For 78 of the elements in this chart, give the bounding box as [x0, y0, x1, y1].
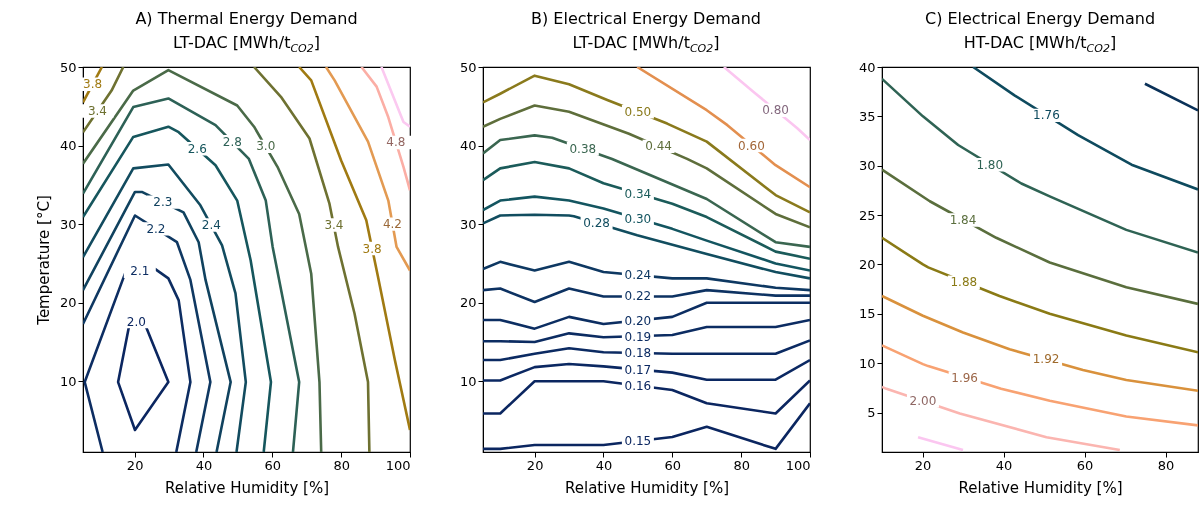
y-tick-label: 30 [459, 216, 476, 232]
annotation: 3.8 [362, 241, 382, 256]
chart-subtitle: LT-DAC [MWh/t$_{CO2}$] [172, 33, 320, 56]
x-axis-title: Relative Humidity [%] [165, 478, 329, 497]
annotation: 3.4 [87, 104, 107, 118]
annotation: 0.50 [624, 104, 651, 119]
annotation: 3.0 [256, 139, 276, 154]
chart-title: C) Electrical Energy Demand [924, 9, 1156, 28]
y-tick-label: 35 [858, 108, 876, 124]
chart-subtitle: HT-DAC [MWh/t$_{CO2}$] [963, 33, 1117, 56]
y-tick-label: 50 [459, 59, 476, 75]
x-tick-label: 100 [385, 457, 411, 473]
annotation: 1.88 [950, 275, 978, 290]
x-tick-label: 80 [1157, 457, 1175, 473]
annotation: 0.19 [624, 329, 651, 344]
x-axis-title: Relative Humidity [%] [958, 478, 1123, 497]
annotation: 3.4 [324, 217, 344, 232]
annotation: 0.18 [624, 346, 651, 360]
annotation: 0.28 [582, 216, 610, 231]
y-tick-label: 50 [59, 59, 77, 75]
x-tick-label: 40 [995, 457, 1013, 473]
x-tick-label: 20 [126, 457, 144, 473]
x-tick-label: 80 [333, 457, 350, 473]
annotation: 1.76 [1033, 108, 1060, 123]
y-axis-title: Temperature [°C] [34, 195, 53, 326]
annotation: 0.22 [624, 289, 651, 304]
annotation: 0.38 [568, 141, 596, 156]
x-tick-label: 60 [1076, 457, 1094, 473]
annotation: 1.92 [1032, 352, 1060, 367]
y-tick-label: 30 [59, 216, 77, 232]
annotation: 0.17 [624, 362, 651, 377]
annotation: 2.4 [201, 217, 221, 232]
annotation: 2.1 [130, 264, 150, 279]
annotation: 0.15 [624, 434, 651, 448]
annotation: 0.44 [644, 139, 672, 154]
y-tick-label: 15 [858, 306, 876, 322]
chart-title: A) Thermal Energy Demand [135, 9, 358, 28]
chart-subtitle: LT-DAC [MWh/t$_{CO2}$] [572, 33, 720, 56]
x-tick-label: 40 [195, 457, 213, 473]
annotation: 0.24 [624, 268, 651, 283]
x-tick-label: 20 [914, 457, 932, 473]
y-tick-label: 10 [858, 355, 876, 371]
y-tick-label: 10 [459, 373, 476, 389]
annotation: 4.2 [382, 217, 402, 232]
y-tick-label: 20 [59, 295, 77, 311]
x-tick-label: 40 [595, 457, 612, 473]
annotation: 0.16 [624, 379, 651, 393]
x-axis-title: Relative Humidity [%] [564, 478, 729, 497]
y-tick-label: 40 [59, 138, 77, 154]
annotation: 2.6 [187, 141, 207, 156]
x-tick-label: 20 [526, 457, 543, 473]
annotation: 2.3 [153, 195, 173, 210]
x-tick-label: 60 [264, 457, 282, 473]
annotation: 0.34 [624, 186, 651, 201]
y-tick-label: 25 [858, 207, 876, 223]
annotation: 1.84 [949, 213, 977, 228]
x-tick-label: 100 [785, 457, 810, 473]
x-tick-label: 80 [732, 457, 750, 473]
annotation: 0.20 [624, 313, 651, 328]
x-tick-label: 60 [664, 457, 681, 473]
annotation: 2.2 [146, 221, 166, 236]
y-tick-label: 10 [59, 373, 77, 389]
annotation: 0.30 [624, 211, 651, 226]
chart-title: B) Electrical Energy Demand [531, 9, 761, 28]
y-tick-label: 40 [858, 59, 876, 75]
annotation: 1.96 [951, 370, 979, 385]
annotation: 1.80 [976, 157, 1004, 172]
y-tick-label: 40 [459, 138, 476, 154]
annotation: 2.8 [222, 134, 242, 149]
annotation: 0.60 [737, 138, 765, 153]
y-tick-label: 20 [459, 295, 476, 311]
y-tick-label: 30 [858, 158, 876, 174]
annotation: 4.8 [386, 135, 406, 150]
annotation: 0.80 [761, 103, 789, 118]
annotation: 3.8 [83, 77, 103, 92]
annotation: 2.00 [909, 393, 937, 408]
y-tick-label: 5 [867, 405, 876, 421]
y-tick-label: 20 [858, 256, 876, 272]
